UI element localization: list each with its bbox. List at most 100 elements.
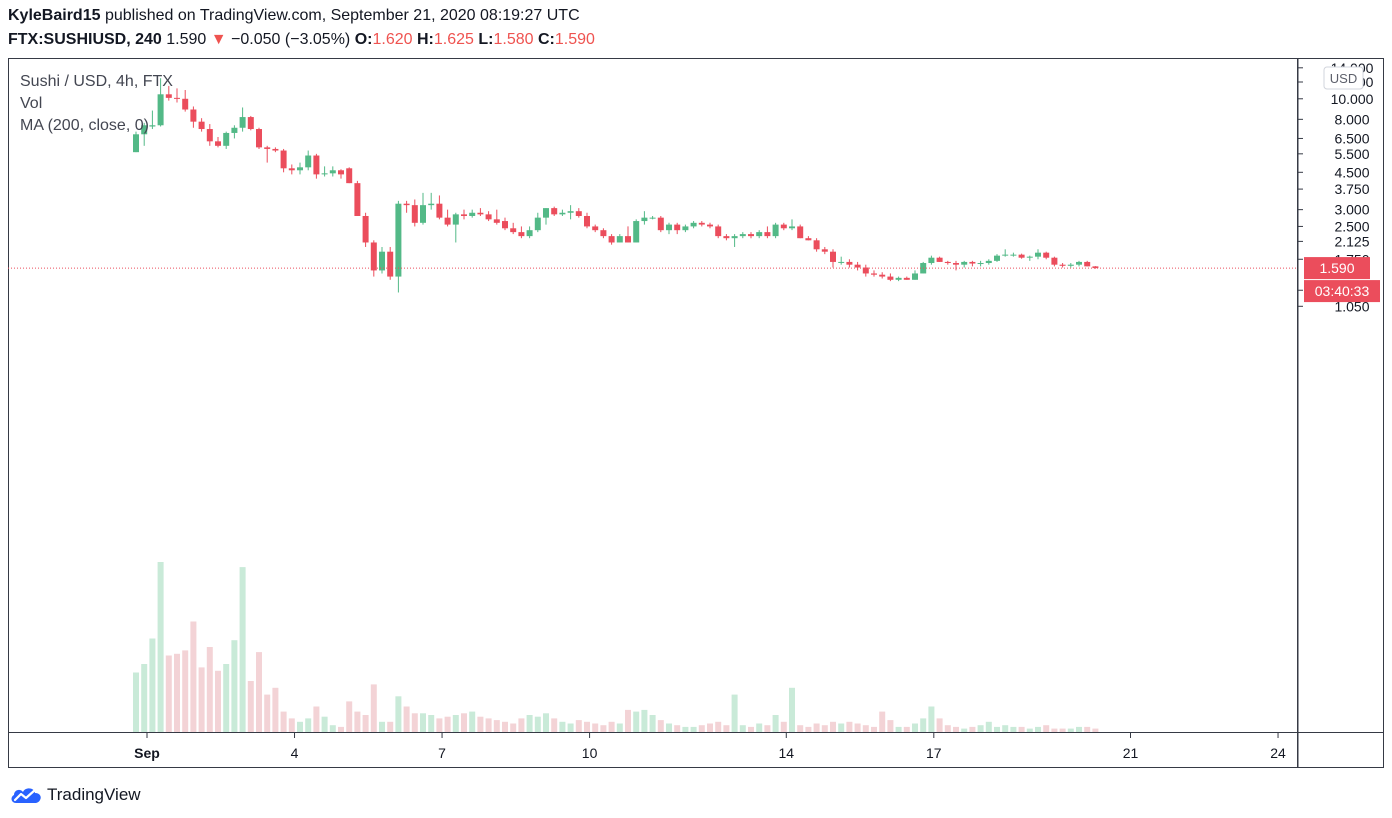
symbol-label: FTX:SUSHIUSD, 240: [8, 31, 162, 48]
ohlc-line: FTX:SUSHIUSD, 240 1.590 ▼ −0.050 (−3.05%…: [8, 31, 595, 49]
price-tick-label: 5.500: [1334, 146, 1369, 162]
candle-body: [1043, 252, 1050, 258]
candle-body: [305, 155, 312, 168]
volume-bar: [182, 650, 189, 732]
volume-bar: [149, 638, 156, 732]
chart-frame[interactable]: 14.00012.00010.0008.0006.5005.5004.5003.…: [8, 58, 1384, 768]
publish-line: KyleBaird15 published on TradingView.com…: [8, 7, 580, 25]
volume-bar: [1092, 728, 1099, 732]
candle-body: [584, 215, 590, 227]
time-tick-label: 17: [926, 745, 942, 761]
volume-bar: [797, 725, 804, 732]
time-tick-label: 10: [582, 745, 598, 761]
volume-bar: [846, 721, 853, 732]
price-tick-label: 4.500: [1334, 164, 1369, 180]
volume-bar: [633, 711, 640, 732]
time-tick-label: 14: [778, 745, 794, 761]
volume-bar: [657, 720, 664, 732]
volume-bar: [584, 721, 590, 732]
candle-body: [354, 183, 361, 216]
candle-body: [715, 226, 722, 237]
currency-badge[interactable]: USD: [1323, 66, 1364, 90]
time-tick-label: 4: [291, 745, 299, 761]
candle-body: [797, 226, 804, 239]
volume-bar: [354, 711, 361, 732]
candle-body: [452, 214, 459, 225]
volume-bar: [879, 711, 886, 732]
candle-body: [666, 224, 672, 231]
candle-body: [641, 217, 648, 222]
candle-body: [764, 232, 771, 237]
volume-bar: [534, 716, 541, 732]
volume-bar: [977, 725, 984, 732]
candle-body: [879, 274, 886, 277]
volume-bar: [723, 725, 730, 732]
candle-body: [1092, 266, 1099, 269]
candle-body: [657, 217, 664, 231]
time-tick-label: 7: [438, 745, 446, 761]
volume-bar: [608, 721, 615, 732]
candle-body: [928, 257, 935, 264]
candle-body: [830, 251, 836, 262]
tradingview-brand[interactable]: TradingView: [9, 783, 141, 807]
volume-bar: [912, 723, 918, 732]
candle-body: [813, 240, 820, 250]
volume-bar: [362, 715, 369, 732]
volume-bar: [165, 655, 172, 732]
legend-title[interactable]: Sushi / USD, 4h, FTX: [20, 73, 173, 90]
candle-body: [739, 234, 746, 237]
volume-bar: [403, 706, 410, 732]
plot-area[interactable]: [8, 58, 1298, 733]
volume-bar: [485, 718, 492, 732]
volume-bar: [592, 723, 599, 732]
volume-bar: [223, 664, 230, 732]
candle-body: [846, 261, 853, 265]
candle-body: [247, 117, 254, 130]
chart-legend: Sushi / USD, 4h, FTX Vol MA (200, close,…: [20, 71, 173, 137]
time-axis[interactable]: [8, 732, 1298, 768]
volume-bar: [772, 715, 779, 732]
volume-bar: [141, 664, 148, 732]
price-axis[interactable]: [1297, 58, 1384, 733]
volume-bar: [616, 723, 623, 732]
candle-body: [231, 127, 238, 133]
volume-bar: [739, 725, 746, 732]
candle-body: [379, 251, 385, 271]
candle-body: [690, 222, 697, 227]
candle-body: [592, 226, 599, 231]
candle-body: [698, 222, 705, 225]
price-tick-label: 3.750: [1334, 181, 1369, 197]
candle-body: [748, 234, 754, 237]
price-tick-label: 3.000: [1334, 202, 1369, 218]
price-tick-label: 10.000: [1331, 91, 1374, 107]
candle-body: [821, 249, 828, 252]
last-price: 1.590: [166, 31, 207, 48]
time-tick-label: Sep: [134, 745, 160, 761]
candle-body: [1084, 261, 1091, 267]
volume-bar: [567, 723, 574, 732]
volume-bar: [215, 670, 221, 732]
volume-bar: [830, 721, 836, 732]
legend-vol[interactable]: Vol: [20, 95, 43, 112]
candle-body: [871, 273, 877, 275]
candle-body: [411, 205, 418, 223]
low-label: L:: [478, 31, 494, 48]
price-tick-label: 8.000: [1334, 111, 1369, 127]
candle-body: [215, 141, 221, 146]
candle-body: [518, 232, 525, 237]
volume-bar: [698, 725, 705, 732]
author-name[interactable]: KyleBaird15: [8, 7, 101, 24]
volume-bar: [174, 653, 180, 732]
volume-bar: [1010, 726, 1017, 732]
price-tick-label: 2.125: [1334, 233, 1369, 249]
volume-bar: [493, 720, 500, 732]
candle-body: [133, 134, 139, 153]
candle-body: [239, 117, 246, 128]
volume-bar: [780, 721, 787, 732]
price-change: −0.050 (−3.05%): [231, 31, 351, 48]
legend-ma[interactable]: MA (200, close, 0): [20, 117, 149, 134]
candle-body: [862, 267, 869, 274]
volume-bar: [321, 716, 328, 732]
volume-bar: [854, 723, 861, 732]
last-price-tag-label: 1.590: [1319, 260, 1354, 276]
